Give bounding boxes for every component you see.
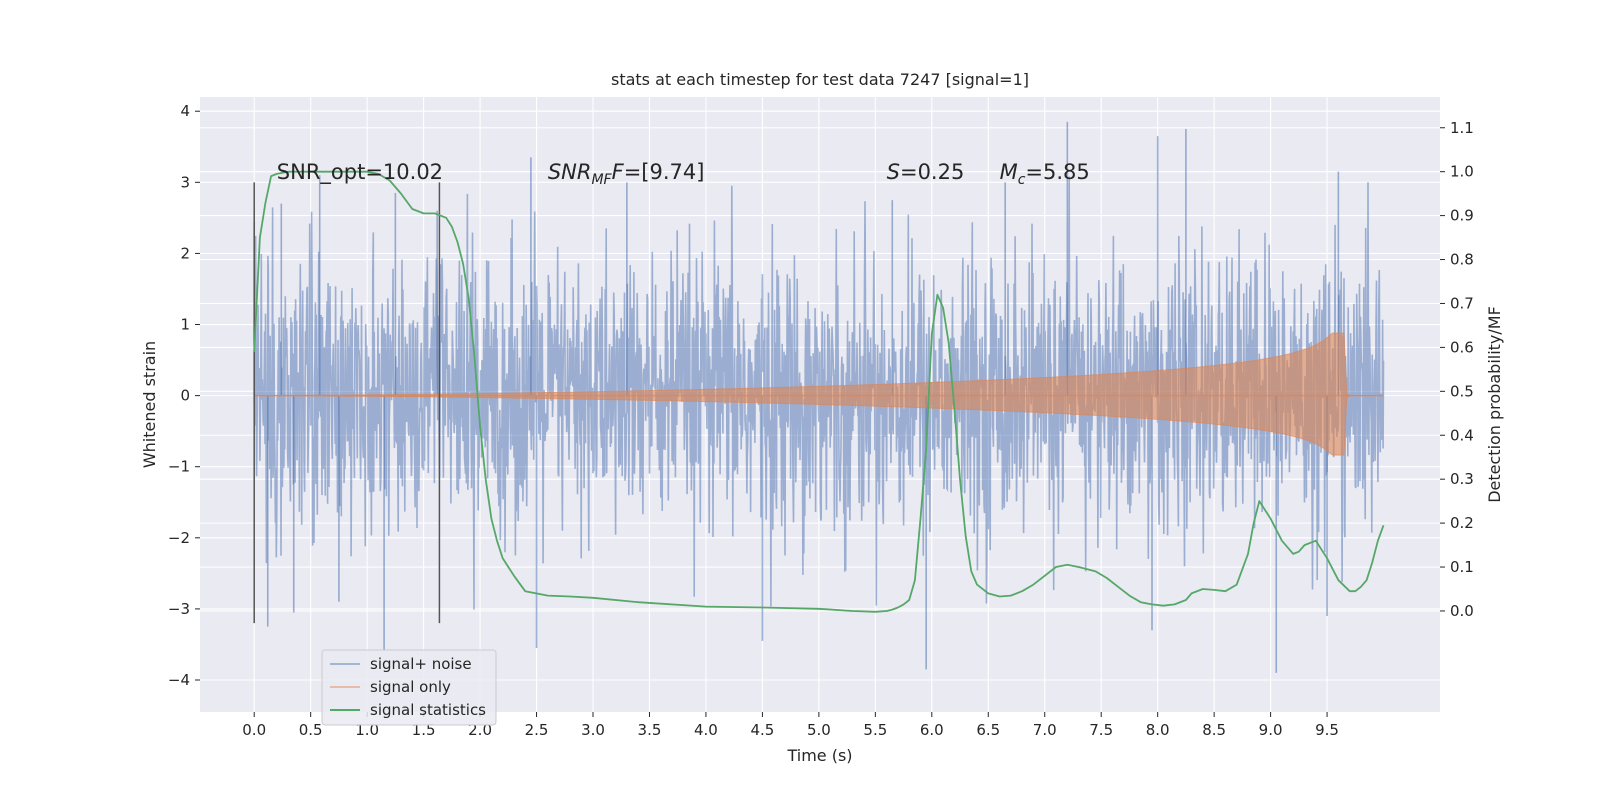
annotation-snr-mf: SNRMFF=[9.74] [548,160,705,188]
annotation-mc-value: =5.85 [1025,160,1089,184]
x-tick-label: 9.0 [1259,721,1283,739]
noise-trace [253,176,1385,610]
annotation-snr-opt: SNR_opt=10.02 [277,160,443,185]
x-tick-label: 6.0 [920,721,944,739]
x-tick-label: 8.0 [1146,721,1170,739]
annotation-mc-symbol: M [1000,160,1018,184]
y-tick-label: 0 [180,387,190,405]
series-signal-statistics [253,170,1385,613]
y-tick-label: 1 [180,316,190,334]
y2-tick-label: 1.0 [1450,163,1474,181]
x-tick-label: 8.5 [1202,721,1226,739]
annotation-spin: S=0.25 [887,160,965,184]
stats-line [253,170,1385,613]
legend-label-signal-statistics: signal statistics [370,701,486,719]
x-tick-label: 7.5 [1089,721,1113,739]
y2-axis-ticks: 0.0 0.1 0.2 0.3 0.4 0.5 0.6 0.7 0.8 0.9 1.0 1.1 [1440,119,1474,620]
x-tick-label: 9.5 [1315,721,1339,739]
y2-tick-label: 0.1 [1450,558,1474,576]
y-axis-label: Whitened strain [140,341,159,468]
y2-tick-label: 0.0 [1450,602,1474,620]
y-tick-label: −2 [168,529,190,547]
series-signal-only [253,332,1384,456]
annotation-spin-value: =0.25 [900,160,964,184]
y-tick-label: 2 [180,244,190,262]
x-tick-label: 3.0 [581,721,605,739]
legend: signal+ noise signal only signal statist… [321,649,497,726]
y2-tick-label: 0.8 [1450,251,1474,269]
y2-axis-label: Detection probability/MF [1485,306,1504,503]
vertical-markers [253,182,441,624]
y2-tick-label: 0.3 [1450,470,1474,488]
annotation-snr-mf-value: =[9.74] [624,160,705,184]
chart-title: stats at each timestep for test data 724… [611,70,1029,89]
annotation-mc-subscript: c [1018,172,1026,188]
x-tick-label: 7.0 [1033,721,1057,739]
x-tick-label: 6.5 [976,721,1000,739]
legend-box [321,649,497,726]
y2-tick-label: 0.5 [1450,382,1474,400]
x-tick-label: 0.0 [242,721,266,739]
y2-tick-label: 0.4 [1450,426,1474,444]
annotation-chirp-mass: Mc=5.85 [1000,160,1090,188]
x-tick-label: 2.5 [525,721,549,739]
x-tick-label: 0.5 [299,721,323,739]
annotation-spin-symbol: S [887,160,900,184]
annotation-snr-mf-subscript: MF [591,172,612,188]
y-tick-label: 3 [180,173,190,191]
x-tick-label: 5.0 [807,721,831,739]
y2-tick-label: 1.1 [1450,119,1474,137]
legend-label-signal-only: signal only [370,678,451,696]
x-axis-label: Time (s) [786,746,852,765]
x-tick-label: 5.5 [863,721,887,739]
x-tick-label: 4.0 [694,721,718,739]
x-tick-label: 3.5 [638,721,662,739]
y2-tick-label: 0.7 [1450,294,1474,312]
legend-label-signal-noise: signal+ noise [370,655,472,673]
y-tick-label: −4 [168,671,190,689]
y-tick-label: −3 [168,600,190,618]
y2-tick-label: 0.9 [1450,207,1474,225]
y2-tick-label: 0.2 [1450,514,1474,532]
y-axis-ticks: −4 −3 −2 −1 0 1 2 3 4 [168,102,200,689]
y-tick-label: −1 [168,458,190,476]
x-tick-label: 4.5 [750,721,774,739]
annotation-snr-mf-symbol: SNR [548,160,592,184]
y2-tick-label: 0.6 [1450,338,1474,356]
y-tick-label: 4 [180,102,190,120]
